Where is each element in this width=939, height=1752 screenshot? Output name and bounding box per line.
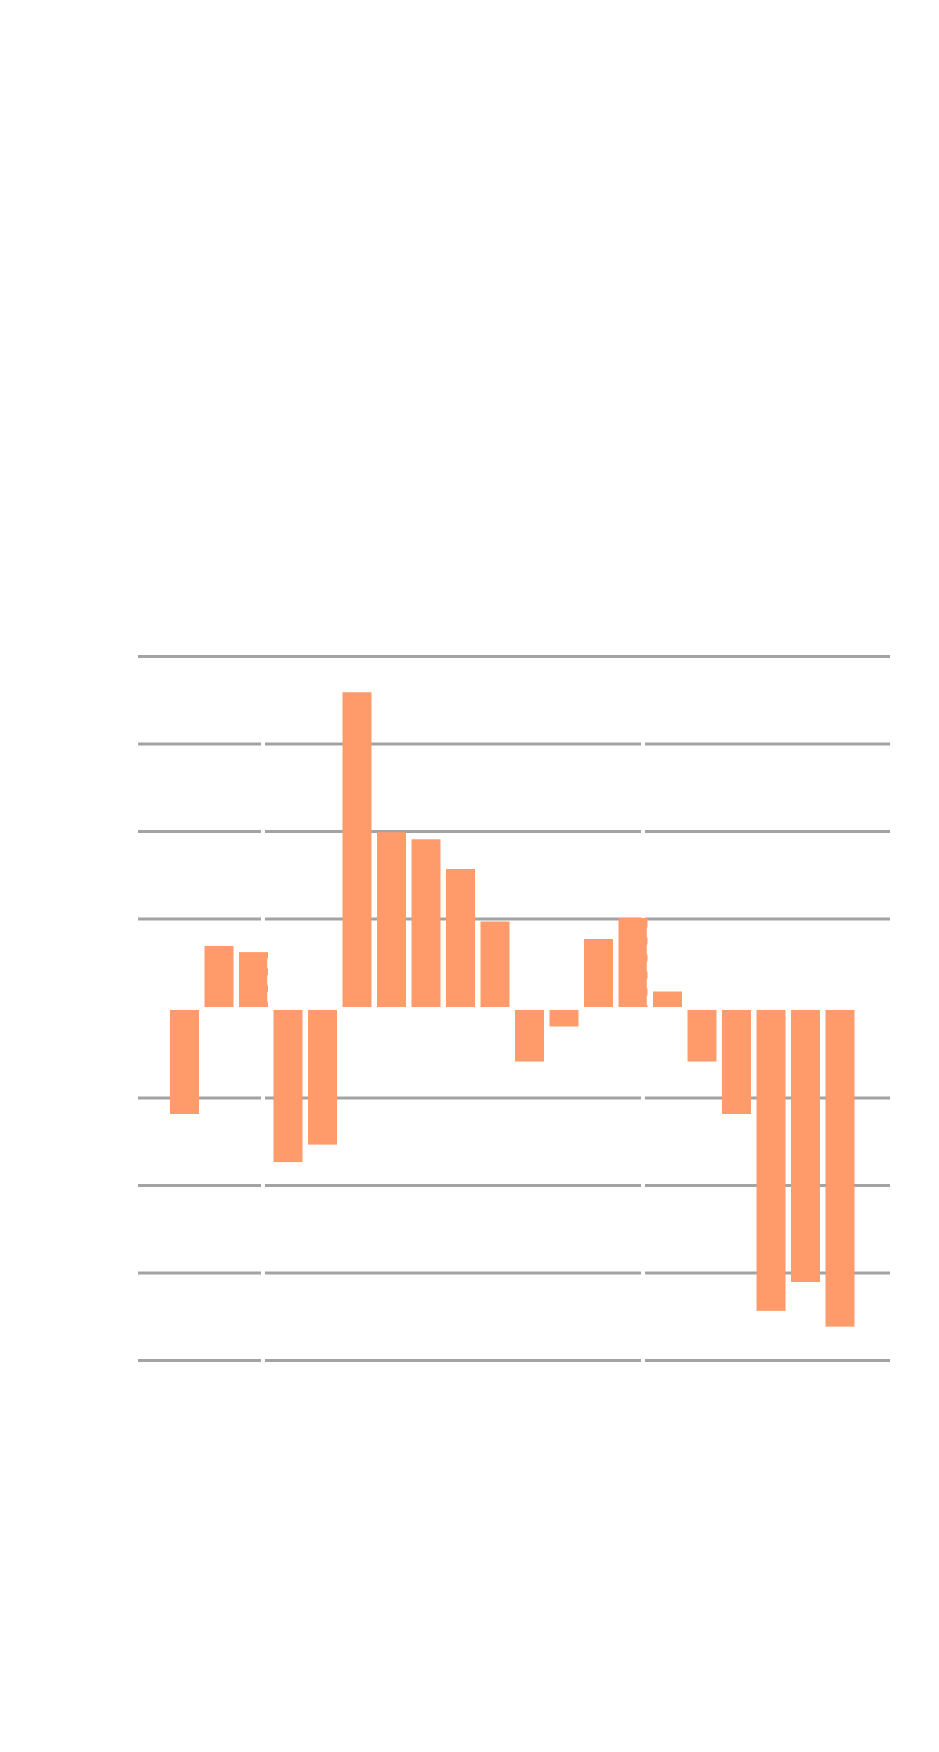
bar	[411, 839, 441, 1007]
bar	[342, 692, 372, 1007]
bar	[756, 1010, 786, 1311]
bar	[825, 1010, 855, 1327]
bar	[584, 939, 613, 1007]
bar	[722, 1010, 751, 1114]
bars	[170, 692, 855, 1327]
bar	[549, 1010, 579, 1027]
bar	[653, 991, 682, 1007]
bar	[446, 869, 475, 1007]
bar	[308, 1010, 337, 1145]
gridlines	[138, 655, 890, 1364]
bar	[273, 1010, 303, 1163]
bar	[239, 952, 268, 1007]
bar	[377, 832, 406, 1007]
bar	[170, 1010, 199, 1114]
bar	[618, 918, 648, 1007]
bar	[204, 946, 234, 1007]
markers	[267, 927, 650, 1005]
bar	[791, 1010, 820, 1282]
bar	[480, 921, 510, 1007]
bar	[687, 1010, 717, 1062]
bar	[515, 1010, 544, 1062]
